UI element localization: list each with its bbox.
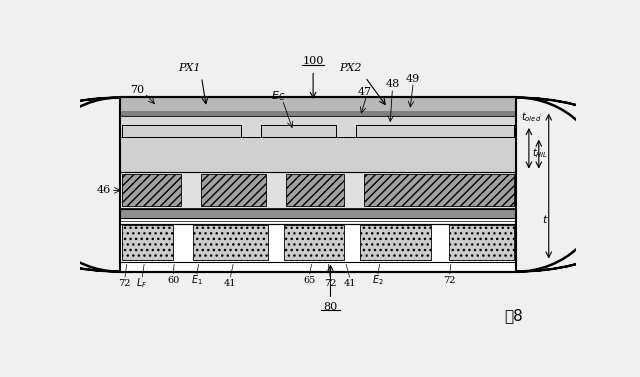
Text: $L_F$: $L_F$ <box>136 276 148 290</box>
Text: 70: 70 <box>130 85 144 95</box>
Text: $E_1$: $E_1$ <box>191 273 202 287</box>
Wedge shape <box>516 98 527 110</box>
Bar <box>364 175 514 206</box>
Text: 41: 41 <box>344 279 356 288</box>
Bar <box>286 175 344 206</box>
Text: 図8: 図8 <box>504 308 524 323</box>
Bar <box>120 98 516 272</box>
Text: 72: 72 <box>324 279 337 288</box>
Text: $t_{HIL}$: $t_{HIL}$ <box>532 146 548 159</box>
Text: 65: 65 <box>303 276 316 285</box>
Text: 100: 100 <box>303 56 324 66</box>
Text: 60: 60 <box>167 276 179 285</box>
Wedge shape <box>109 98 120 110</box>
Bar <box>80 45 120 336</box>
Text: $t$: $t$ <box>542 213 549 225</box>
Text: 80: 80 <box>323 302 338 311</box>
Bar <box>120 172 516 209</box>
Text: 48: 48 <box>385 80 399 89</box>
Bar <box>284 225 344 260</box>
Bar <box>120 110 516 116</box>
Text: $E_C$: $E_C$ <box>271 89 285 103</box>
Bar <box>449 225 514 260</box>
Text: 49: 49 <box>406 74 420 84</box>
Text: 46: 46 <box>97 185 111 195</box>
Text: PX2: PX2 <box>339 63 362 74</box>
Text: $E_2$: $E_2$ <box>372 273 383 287</box>
Text: 47: 47 <box>358 87 372 97</box>
Text: 41: 41 <box>223 279 236 288</box>
Bar <box>120 116 516 137</box>
Bar <box>122 125 241 137</box>
Bar <box>516 45 576 336</box>
Bar <box>356 125 514 137</box>
Bar <box>120 98 516 272</box>
Wedge shape <box>516 98 640 272</box>
Bar <box>120 137 516 172</box>
Text: 72: 72 <box>444 276 456 285</box>
Bar <box>201 175 266 206</box>
Text: $t_{oled}$: $t_{oled}$ <box>522 110 542 124</box>
Text: PX1: PX1 <box>178 63 200 74</box>
Bar <box>122 175 181 206</box>
Bar <box>260 125 336 137</box>
Bar <box>120 224 516 262</box>
Bar <box>120 98 516 110</box>
Bar <box>120 209 516 218</box>
Bar <box>360 225 431 260</box>
Text: 72: 72 <box>118 279 131 288</box>
Bar <box>193 225 269 260</box>
Bar <box>122 225 173 260</box>
Wedge shape <box>0 98 120 272</box>
